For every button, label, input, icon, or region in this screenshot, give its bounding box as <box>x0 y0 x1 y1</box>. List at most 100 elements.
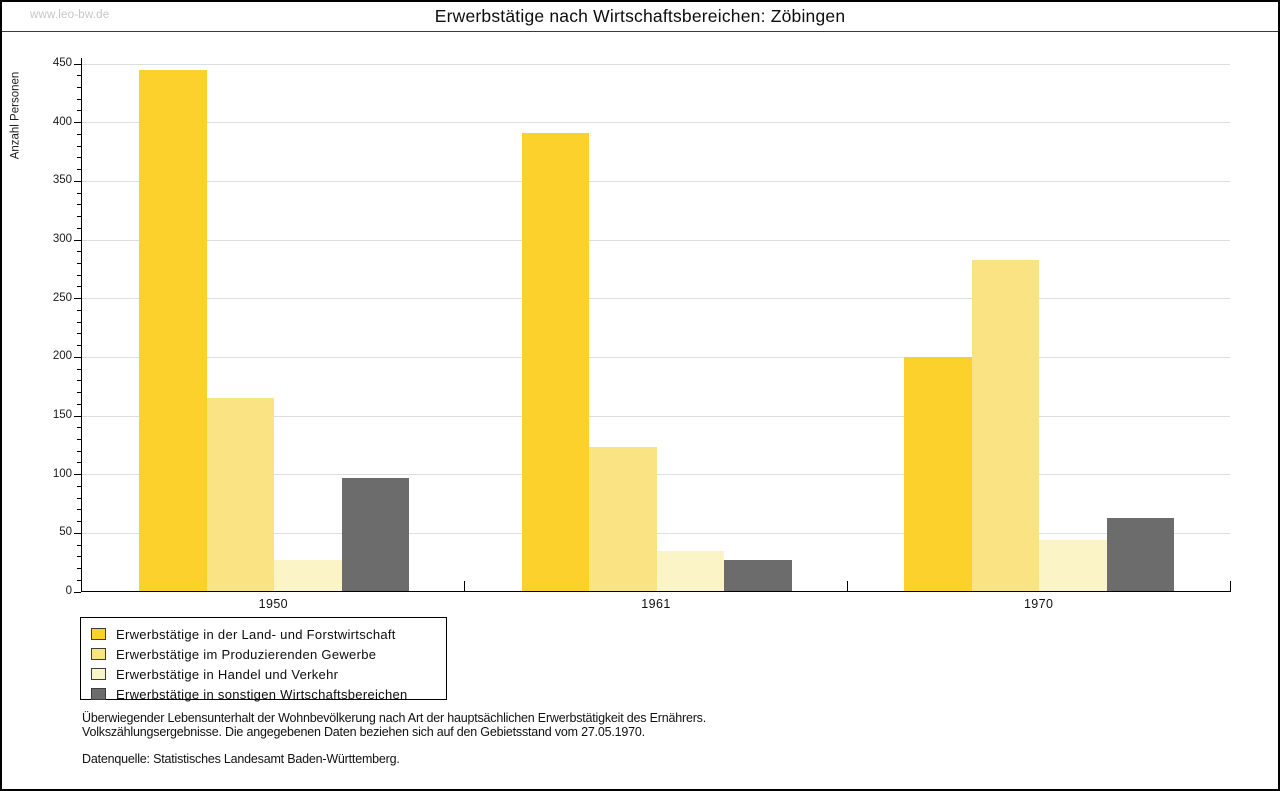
y-gridline <box>82 63 1230 65</box>
x-axis-line <box>80 590 1231 592</box>
y-minor-tick <box>77 157 81 159</box>
y-minor-tick <box>77 368 81 370</box>
y-minor-tick <box>77 544 81 546</box>
y-minor-tick <box>77 462 81 464</box>
page-title: Erwerbstätige nach Wirtschaftsbereichen:… <box>434 6 846 26</box>
legend-box: Erwerbstätige in der Land- und Forstwirt… <box>80 617 447 702</box>
legend-item: Erwerbstätige im Produzierenden Gewerbe <box>91 644 446 664</box>
y-minor-tick <box>77 509 81 511</box>
y-major-tick <box>74 532 81 534</box>
x-category-label: 1961 <box>641 597 671 611</box>
y-minor-tick <box>77 333 81 335</box>
bar-1970-series2 <box>971 259 1040 592</box>
y-major-tick <box>74 415 81 417</box>
bar-1961-series4 <box>724 560 792 592</box>
y-major-tick <box>74 180 81 182</box>
y-minor-tick <box>77 403 81 405</box>
bar-1961-series2 <box>589 446 657 592</box>
y-major-tick <box>74 239 81 241</box>
y-minor-tick <box>77 380 81 382</box>
y-tick-label: 350 <box>52 174 72 187</box>
y-minor-tick <box>77 286 81 288</box>
y-tick-label: 450 <box>52 57 72 69</box>
x-axis-tick <box>464 581 466 592</box>
y-major-tick <box>74 63 81 65</box>
y-minor-tick <box>77 133 81 135</box>
y-minor-tick <box>77 274 81 276</box>
y-gridline <box>82 356 1230 358</box>
footer-note-line1: Überwiegender Lebensunterhalt der Wohnbe… <box>82 711 706 725</box>
y-minor-tick <box>77 216 81 218</box>
y-minor-tick <box>77 392 81 394</box>
legend-swatch-series4 <box>91 688 106 700</box>
x-category-label: 1970 <box>1023 597 1054 611</box>
y-minor-tick <box>77 321 81 323</box>
y-minor-tick <box>77 438 81 440</box>
y-minor-tick <box>77 579 81 581</box>
legend-swatch-series1 <box>91 628 106 640</box>
y-minor-tick <box>77 568 81 570</box>
y-minor-tick <box>77 345 81 347</box>
y-minor-tick <box>77 110 81 112</box>
legend-item: Erwerbstätige in Handel und Verkehr <box>91 664 446 684</box>
y-axis-title: Anzahl Personen <box>9 71 22 160</box>
footer-note-line2: Volkszählungsergebnisse. Die angegebenen… <box>82 725 645 739</box>
x-axis-tick <box>1229 581 1231 592</box>
bar-1950-series1 <box>139 69 207 592</box>
y-axis-line <box>80 58 82 592</box>
y-minor-tick <box>77 450 81 452</box>
y-gridline <box>82 415 1230 417</box>
y-gridline <box>82 239 1230 241</box>
y-tick-label: 300 <box>52 233 72 245</box>
legend-item: Erwerbstätige in sonstigen Wirtschaftsbe… <box>91 684 446 704</box>
y-minor-tick <box>77 75 81 77</box>
bar-1961-series3 <box>656 550 725 592</box>
y-minor-tick <box>77 521 81 523</box>
y-minor-tick <box>77 556 81 558</box>
y-minor-tick <box>77 485 81 487</box>
y-tick-label: 150 <box>52 409 72 421</box>
y-tick-label: 50 <box>59 526 72 539</box>
legend-label: Erwerbstätige im Produzierenden Gewerbe <box>116 646 377 662</box>
legend-swatch-series2 <box>91 648 106 660</box>
bar-1970-series3 <box>1039 540 1107 592</box>
legend-label: Erwerbstätige in sonstigen Wirtschaftsbe… <box>116 686 408 702</box>
y-tick-label: 200 <box>52 350 72 363</box>
y-minor-tick <box>77 251 81 253</box>
y-minor-tick <box>77 497 81 499</box>
y-tick-label: 250 <box>52 291 72 304</box>
y-minor-tick <box>77 145 81 147</box>
y-gridline <box>82 122 1230 124</box>
bar-1950-series2 <box>206 398 274 592</box>
y-minor-tick <box>77 169 81 171</box>
y-minor-tick <box>77 86 81 88</box>
y-tick-label: 100 <box>52 467 72 480</box>
legend-label: Erwerbstätige in Handel und Verkehr <box>116 666 339 682</box>
footer-notes: Überwiegender Lebensunterhalt der Wohnbe… <box>82 711 1182 766</box>
bar-1950-series4 <box>341 478 409 592</box>
y-gridline <box>82 180 1230 182</box>
y-major-tick <box>74 591 81 593</box>
y-minor-tick <box>77 227 81 229</box>
y-minor-tick <box>77 98 81 100</box>
y-major-tick <box>74 298 81 300</box>
y-major-tick <box>74 356 81 358</box>
y-gridline <box>82 298 1230 300</box>
y-major-tick <box>74 474 81 476</box>
y-major-tick <box>74 122 81 124</box>
bar-1961-series1 <box>521 133 590 592</box>
x-axis-tick <box>846 581 848 592</box>
y-minor-tick <box>77 204 81 206</box>
bar-1970-series4 <box>1106 518 1175 592</box>
header: www.leo-bw.de Erwerbstätige nach Wirtsch… <box>2 2 1278 32</box>
legend-label: Erwerbstätige in der Land- und Forstwirt… <box>116 626 396 642</box>
y-tick-label: 0 <box>65 585 72 597</box>
y-minor-tick <box>77 309 81 311</box>
bar-1950-series3 <box>274 560 342 592</box>
legend-item: Erwerbstätige in der Land- und Forstwirt… <box>91 624 446 644</box>
y-minor-tick <box>77 262 81 264</box>
bar-1970-series1 <box>904 357 972 592</box>
watermark: www.leo-bw.de <box>30 9 110 21</box>
legend-swatch-series3 <box>91 668 106 680</box>
